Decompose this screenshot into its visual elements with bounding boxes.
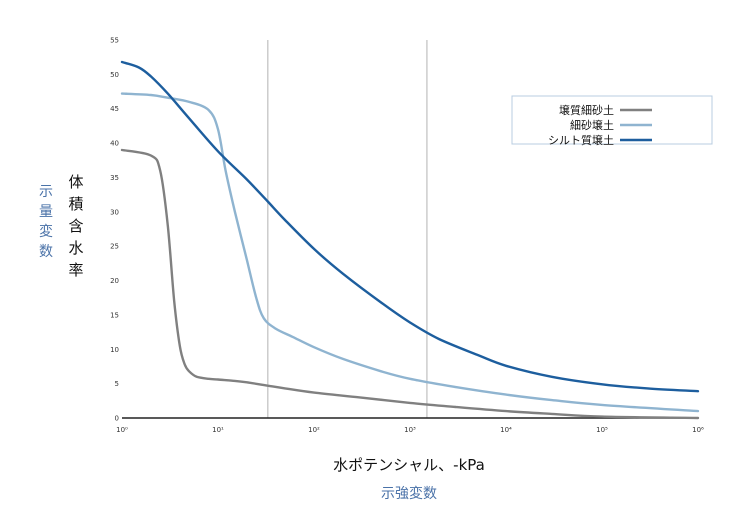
y-tick-label: 45 bbox=[110, 105, 119, 113]
x-tick-labels: 10⁰ 10¹ 10² 10³ 10⁴ 10⁵ 10⁶ bbox=[116, 426, 704, 434]
x-tick-label: 10¹ bbox=[212, 426, 224, 434]
legend-box bbox=[511, 95, 713, 145]
y-tick-label: 40 bbox=[110, 140, 119, 148]
legend-label: シルト質壌土 bbox=[548, 133, 614, 147]
y-tick-label: 55 bbox=[110, 37, 119, 45]
y-role-label-char: 量 bbox=[39, 204, 53, 220]
x-tick-label: 10⁶ bbox=[692, 426, 704, 434]
legend-label: 壌質細砂土 bbox=[559, 103, 614, 117]
y-tick-label: 20 bbox=[110, 277, 119, 285]
series-line-2 bbox=[120, 92, 700, 413]
x-role-label: 示強変数 bbox=[381, 485, 437, 502]
y-role-label-char: 数 bbox=[39, 244, 53, 260]
y-tick-label: 5 bbox=[115, 380, 119, 388]
x-tick-label: 10⁴ bbox=[500, 426, 512, 434]
y-axis-title-char: 積 bbox=[68, 195, 83, 213]
x-tick-label: 10⁵ bbox=[596, 426, 608, 434]
y-role-label-char: 示 bbox=[39, 184, 53, 200]
y-tick-label: 15 bbox=[110, 311, 119, 319]
y-axis-title-char: 体 bbox=[68, 173, 83, 191]
y-tick-label: 10 bbox=[110, 346, 119, 354]
legend-label: 細砂壌土 bbox=[570, 119, 614, 132]
y-role-label-char: 変 bbox=[39, 223, 53, 240]
series-line-3 bbox=[120, 60, 700, 393]
series-lines bbox=[120, 60, 700, 420]
y-axis-title-char: 水 bbox=[68, 239, 83, 257]
y-tick-labels: 0 5 10 15 20 25 30 35 40 45 50 55 bbox=[110, 37, 119, 423]
x-axis-title: 水ポテンシャル、-kPa bbox=[333, 456, 485, 474]
x-tick-label: 10² bbox=[308, 426, 320, 434]
reference-lines bbox=[267, 40, 428, 418]
y-axis-title-char: 率 bbox=[68, 261, 83, 279]
x-tick-label: 10³ bbox=[404, 426, 416, 434]
series-line-1 bbox=[120, 148, 700, 420]
y-tick-label: 0 bbox=[115, 415, 119, 423]
y-axis-title-char: 含 bbox=[68, 217, 83, 235]
x-tick-label: 10⁰ bbox=[116, 426, 128, 434]
y-tick-label: 50 bbox=[110, 71, 119, 79]
y-tick-label: 35 bbox=[110, 174, 119, 182]
y-tick-label: 25 bbox=[110, 243, 119, 251]
y-tick-label: 30 bbox=[110, 208, 119, 216]
